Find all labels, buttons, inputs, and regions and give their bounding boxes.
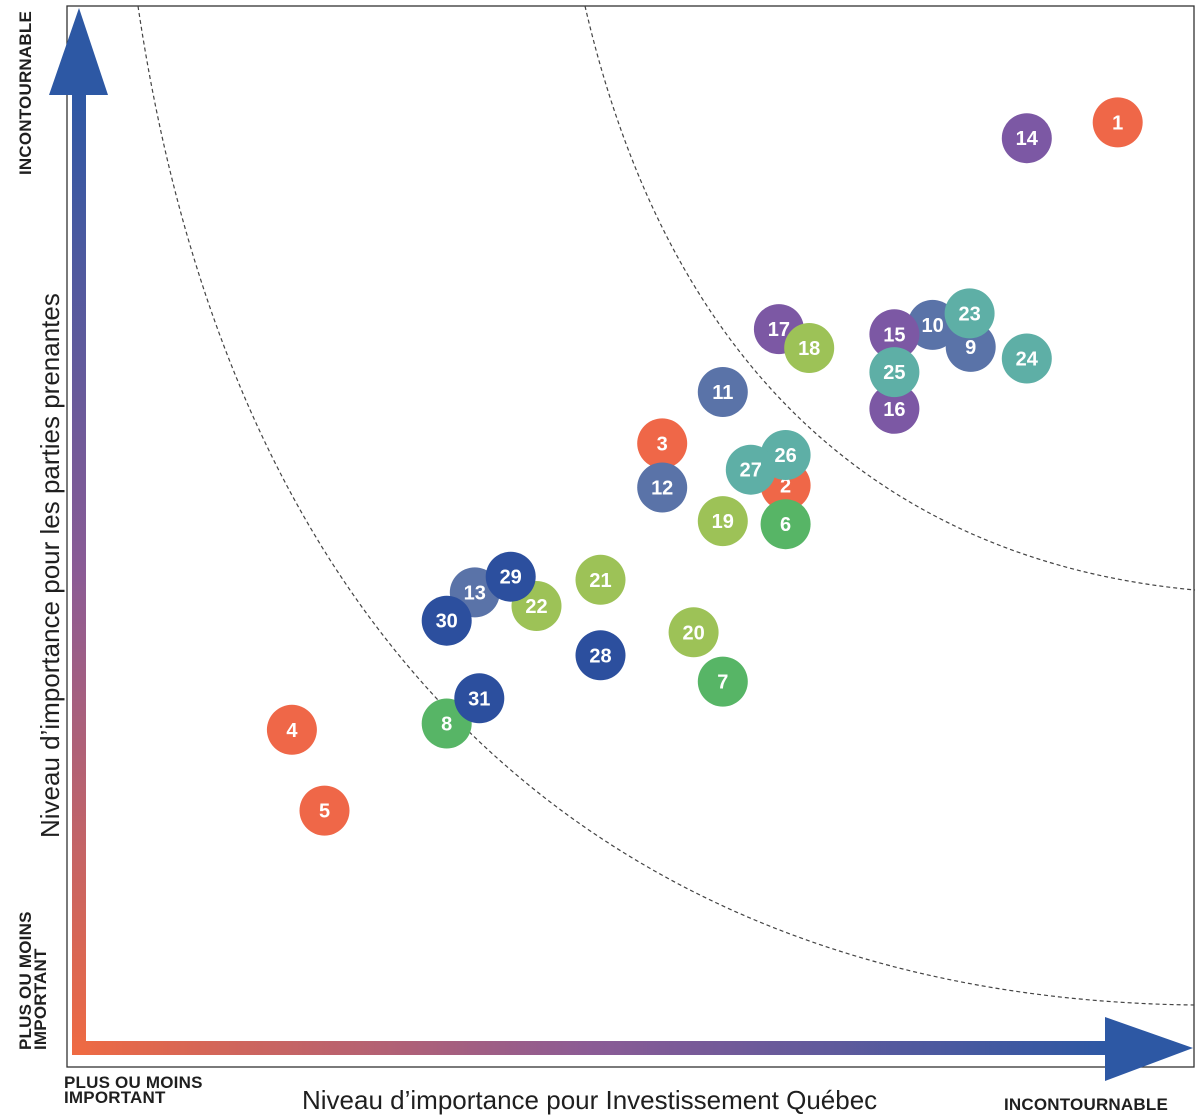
bubble-25: 25 bbox=[869, 347, 920, 398]
bubble-21: 21 bbox=[575, 554, 626, 605]
bubble-label-30: 30 bbox=[436, 611, 458, 633]
bubble-circle-1 bbox=[1092, 97, 1143, 148]
bubble-28: 28 bbox=[575, 630, 626, 681]
x-axis-high-label: INCONTOURNABLE bbox=[1004, 1095, 1168, 1114]
bubble-label-11: 11 bbox=[712, 382, 733, 404]
x-axis-bar bbox=[72, 1041, 1108, 1055]
bubble-label-25: 25 bbox=[883, 362, 905, 384]
bubble-label-8: 8 bbox=[441, 714, 452, 736]
bubble-circle-30 bbox=[421, 595, 472, 646]
plot-frame bbox=[66, 5, 1195, 1068]
bubble-circle-7 bbox=[697, 656, 748, 707]
bubble-circle-27 bbox=[725, 444, 776, 495]
bubble-circle-19 bbox=[697, 496, 748, 547]
bubble-circle-11 bbox=[697, 367, 748, 417]
bubble-circle-23 bbox=[944, 288, 995, 339]
bubble-label-14: 14 bbox=[1016, 128, 1039, 150]
bubble-label-13: 13 bbox=[464, 582, 486, 604]
bubble-5: 5 bbox=[299, 785, 350, 836]
bubble-31: 31 bbox=[454, 673, 505, 724]
x-axis-arrowhead bbox=[1105, 1017, 1193, 1081]
bubble-circle-29 bbox=[485, 551, 536, 602]
bubble-label-6: 6 bbox=[780, 514, 791, 536]
bubble-circle-21 bbox=[575, 554, 626, 605]
bubble-30: 30 bbox=[421, 595, 472, 646]
bubble-label-31: 31 bbox=[468, 688, 490, 710]
bubble-16: 16 bbox=[869, 383, 920, 434]
bubble-label-17: 17 bbox=[768, 319, 790, 341]
bubble-label-19: 19 bbox=[712, 511, 734, 533]
bubble-label-4: 4 bbox=[286, 720, 298, 742]
bubble-circle-18 bbox=[784, 323, 835, 373]
bubble-27: 27 bbox=[725, 444, 776, 495]
dashed-boundary-inner bbox=[137, 5, 1196, 1006]
bubble-label-29: 29 bbox=[500, 567, 522, 589]
bubble-label-27: 27 bbox=[740, 460, 762, 482]
bubble-label-12: 12 bbox=[651, 478, 673, 500]
y-axis-title: Niveau d’importance pour les parties pre… bbox=[35, 293, 65, 838]
bubble-label-18: 18 bbox=[798, 338, 820, 360]
bubble-12: 12 bbox=[637, 462, 688, 513]
bubble-23: 23 bbox=[944, 288, 995, 339]
bubble-6: 6 bbox=[760, 499, 811, 550]
x-axis-low-label: PLUS OU MOINS IMPORTANT bbox=[64, 1073, 203, 1107]
bubble-11: 11 bbox=[697, 367, 748, 417]
bubble-4: 4 bbox=[266, 704, 317, 755]
bubble-19: 19 bbox=[697, 496, 748, 547]
bubble-15: 15 bbox=[869, 309, 920, 360]
bubble-label-7: 7 bbox=[717, 672, 728, 694]
bubble-label-23: 23 bbox=[958, 303, 980, 325]
y-axis-arrowhead bbox=[49, 8, 108, 95]
bubble-circle-4 bbox=[266, 704, 317, 755]
bubble-18: 18 bbox=[784, 323, 835, 373]
bubble-label-3: 3 bbox=[657, 433, 668, 455]
bubble-7: 7 bbox=[697, 656, 748, 707]
bubble-label-20: 20 bbox=[682, 622, 704, 644]
bubble-label-28: 28 bbox=[589, 645, 611, 667]
bubble-14: 14 bbox=[1001, 113, 1052, 164]
bubble-circle-24 bbox=[1001, 333, 1052, 384]
bubble-label-1: 1 bbox=[1112, 112, 1123, 134]
bubble-label-10: 10 bbox=[921, 315, 943, 337]
bubble-label-9: 9 bbox=[965, 337, 976, 359]
bubble-label-21: 21 bbox=[589, 570, 611, 592]
bubble-circle-14 bbox=[1001, 113, 1052, 164]
x-axis-title: Niveau d’importance pour Investissement … bbox=[302, 1085, 878, 1115]
bubble-circle-3 bbox=[637, 418, 688, 469]
bubble-circle-5 bbox=[299, 785, 350, 836]
y-axis-low-label: PLUS OU MOINS IMPORTANT bbox=[16, 911, 50, 1050]
bubble-circle-20 bbox=[668, 607, 719, 658]
bubble-24: 24 bbox=[1001, 333, 1052, 384]
bubble-label-22: 22 bbox=[525, 596, 547, 618]
bubble-label-24: 24 bbox=[1016, 349, 1039, 371]
bubble-label-26: 26 bbox=[774, 445, 796, 467]
bubble-label-5: 5 bbox=[319, 801, 330, 823]
bubble-circle-16 bbox=[869, 383, 920, 434]
bubble-layer: 1234567891011121314151617181920212223242… bbox=[266, 97, 1143, 836]
bubble-20: 20 bbox=[668, 607, 719, 658]
bubble-circle-25 bbox=[869, 347, 920, 398]
y-axis-high-label: INCONTOURNABLE bbox=[16, 11, 35, 175]
bubble-29: 29 bbox=[485, 551, 536, 602]
bubble-circle-28 bbox=[575, 630, 626, 681]
bubble-3: 3 bbox=[637, 418, 688, 469]
bubble-circle-15 bbox=[869, 309, 920, 360]
bubble-label-15: 15 bbox=[883, 324, 905, 346]
bubble-circle-12 bbox=[637, 462, 688, 513]
bubble-circle-31 bbox=[454, 673, 505, 724]
bubble-label-16: 16 bbox=[883, 399, 905, 421]
y-axis-bar bbox=[72, 93, 86, 1055]
bubble-label-2: 2 bbox=[780, 475, 791, 497]
bubble-circle-6 bbox=[760, 499, 811, 550]
bubble-1: 1 bbox=[1092, 97, 1143, 148]
